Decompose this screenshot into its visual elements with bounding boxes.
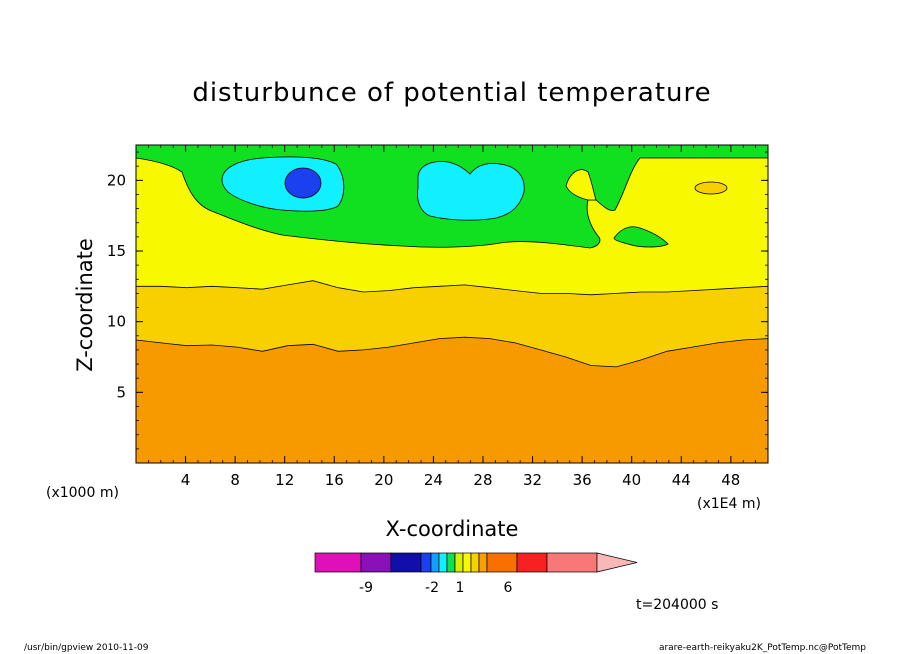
x-tick-label: 28 bbox=[473, 471, 492, 489]
colorbar-swatch bbox=[470, 552, 480, 573]
x-axis-ticks: 4 8 12 16 20 24 28 32 36 40 44 48 bbox=[147, 145, 757, 489]
x-tick-label: 48 bbox=[721, 471, 740, 489]
x-axis-label: X-coordinate bbox=[386, 517, 519, 541]
colorbar-swatch bbox=[516, 552, 548, 573]
y-tick-label: 10 bbox=[107, 313, 126, 331]
colorbar-label: 6 bbox=[504, 580, 513, 596]
y-axis-label: Z-coordinate bbox=[73, 238, 97, 372]
plot-frame bbox=[135, 144, 769, 464]
footer-right: arare-earth-reikyaku2K_PotTemp.nc@PotTem… bbox=[659, 643, 866, 653]
x-tick-label: 8 bbox=[230, 471, 240, 489]
y-tick-label: 15 bbox=[107, 242, 126, 260]
x-tick-label: 44 bbox=[672, 471, 691, 489]
colorbar-swatch bbox=[438, 552, 448, 573]
colorbar-swatch bbox=[486, 552, 518, 573]
x-tick-label: 4 bbox=[181, 471, 191, 489]
upper-contours bbox=[136, 145, 768, 249]
contour-region-blue bbox=[284, 167, 322, 199]
colorbar-labels: -9 -2 1 6 bbox=[359, 580, 513, 596]
y-tick-label: 5 bbox=[116, 383, 126, 401]
contour-region-cyan-right bbox=[417, 161, 525, 221]
colorbar-swatch bbox=[430, 552, 440, 573]
colorbar-arrow bbox=[596, 552, 638, 573]
colorbar-swatch bbox=[462, 552, 472, 573]
colorbar-swatch bbox=[546, 552, 598, 573]
colorbar-swatch bbox=[478, 552, 488, 573]
colorbar bbox=[314, 552, 638, 573]
colorbar-swatch bbox=[360, 552, 392, 573]
colorbar-label: -2 bbox=[425, 580, 439, 596]
time-label: t=204000 s bbox=[636, 597, 718, 613]
y-tick-label: 20 bbox=[107, 171, 126, 189]
colorbar-label: -9 bbox=[359, 580, 373, 596]
x-unit-left: (x1000 m) bbox=[46, 485, 119, 501]
colorbar-label: 1 bbox=[456, 580, 465, 596]
footer-left: /usr/bin/gpview 2010-11-09 bbox=[24, 643, 149, 653]
x-tick-label: 16 bbox=[325, 471, 344, 489]
x-tick-label: 20 bbox=[374, 471, 393, 489]
chart-title: disturbunce of potential temperature bbox=[192, 78, 711, 108]
y-axis-ticks: 5 10 15 20 bbox=[107, 151, 768, 450]
x-tick-label: 32 bbox=[523, 471, 542, 489]
x-tick-label: 40 bbox=[622, 471, 641, 489]
colorbar-swatch bbox=[314, 552, 362, 573]
x-unit-right: (x1E4 m) bbox=[697, 496, 761, 512]
colorbar-swatch bbox=[390, 552, 422, 573]
x-tick-label: 36 bbox=[573, 471, 592, 489]
x-tick-label: 12 bbox=[275, 471, 294, 489]
contour-region-yellow-lobe bbox=[565, 169, 597, 201]
colorbar-swatch bbox=[446, 552, 456, 573]
contour-region-green-small bbox=[613, 226, 669, 248]
colorbar-swatch bbox=[420, 552, 432, 573]
x-tick-label: 24 bbox=[424, 471, 443, 489]
contour-band-1 bbox=[136, 336, 768, 463]
contour-region-orange-blob bbox=[694, 181, 728, 195]
colorbar-swatch bbox=[454, 552, 464, 573]
